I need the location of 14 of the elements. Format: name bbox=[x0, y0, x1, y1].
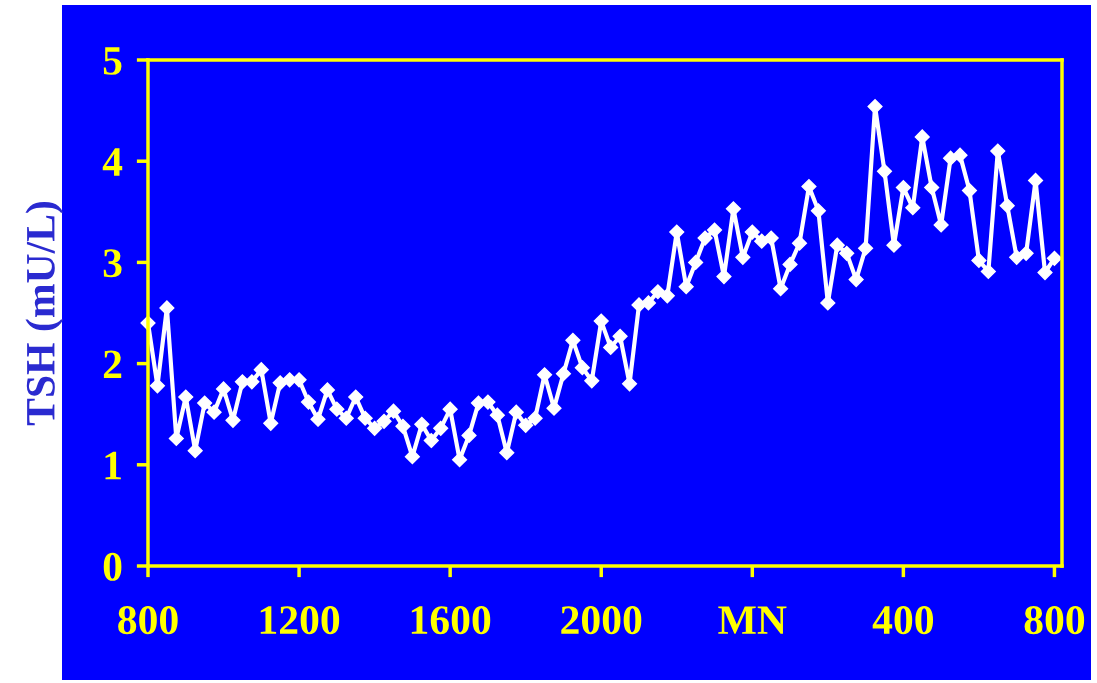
y-tick-label: 4 bbox=[102, 148, 123, 176]
x-tick-label: 400 bbox=[872, 606, 934, 635]
y-axis-title: TSH (mU/L) bbox=[25, 201, 64, 426]
x-tick-label: MN bbox=[718, 606, 787, 634]
y-tick-label: 1 bbox=[105, 451, 121, 480]
y-tick-label: 0 bbox=[103, 552, 122, 581]
x-tick-label: 1600 bbox=[411, 606, 491, 635]
y-tick-label: 2 bbox=[103, 350, 122, 379]
y-tick-label: 5 bbox=[103, 47, 122, 75]
y-tick-label: 3 bbox=[103, 249, 122, 278]
x-tick-label: 2000 bbox=[561, 606, 642, 635]
x-tick-label: 1200 bbox=[260, 606, 340, 635]
x-tick-label: 800 bbox=[1024, 606, 1085, 635]
x-tick-label: 800 bbox=[118, 606, 178, 635]
